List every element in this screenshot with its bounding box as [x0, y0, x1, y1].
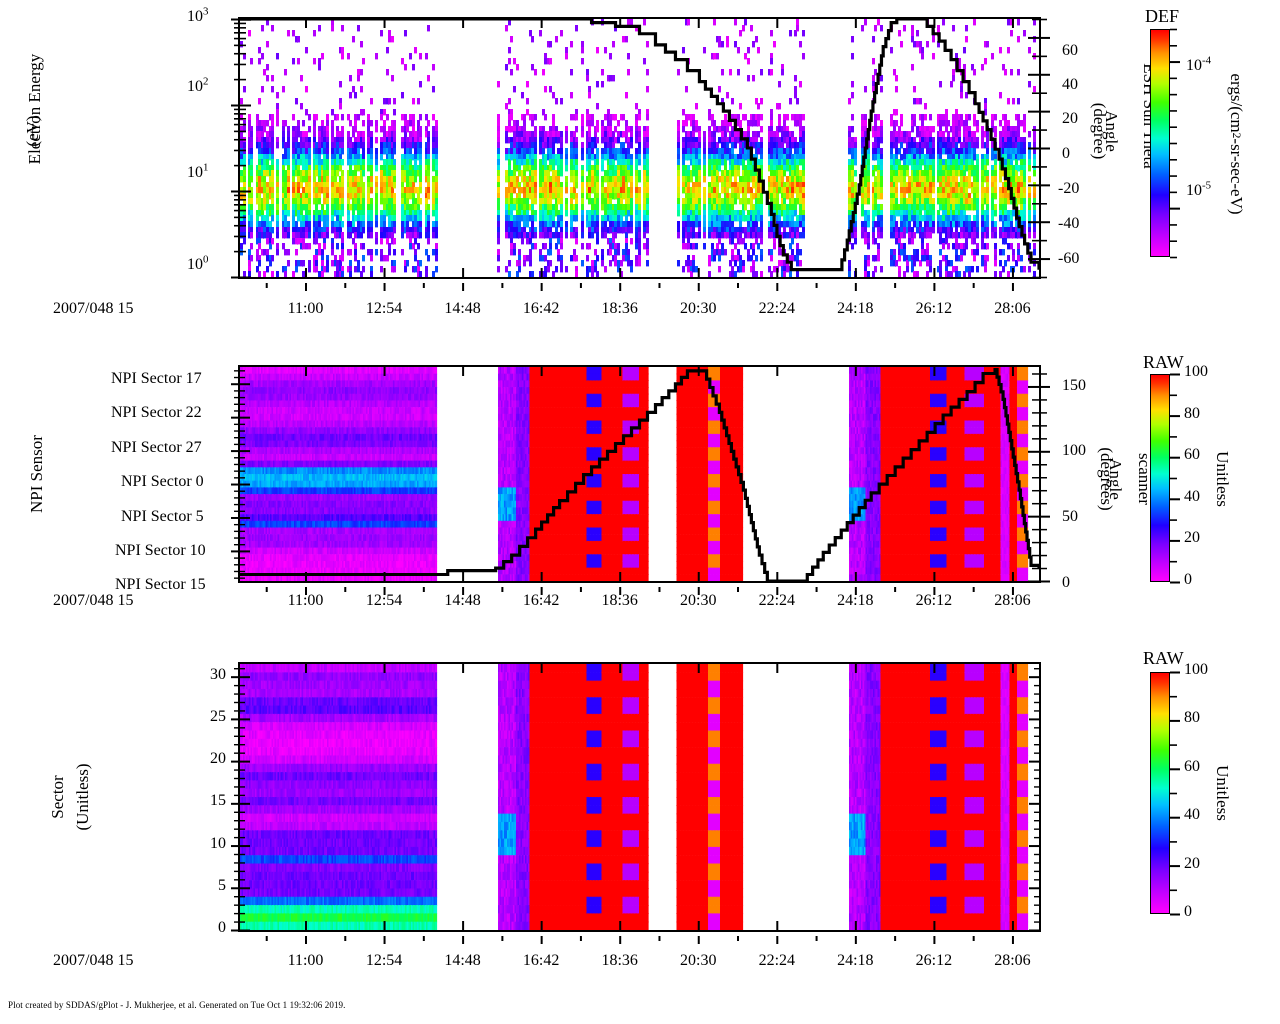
xtick-label: 26:12	[915, 952, 953, 969]
colorbar-tick-label: 0	[1184, 903, 1192, 920]
panel3-plot-frame	[238, 662, 1041, 932]
panel3-ytick-label: 5	[218, 876, 226, 894]
panel1-colorbar-title: DEF	[1145, 6, 1180, 26]
colorbar-tick-label: 20	[1184, 854, 1200, 872]
xtick-label: 11:00	[287, 952, 324, 969]
panel1-plot-frame	[238, 17, 1041, 279]
panel2-ytick-s22: NPI Sector 22	[111, 404, 202, 421]
xtick-label: 11:00	[287, 300, 324, 317]
colorbar-tick-label: 80	[1184, 709, 1200, 727]
xtick-label: 28:06	[994, 300, 1031, 317]
panel1-ytick-100: 102	[187, 75, 209, 95]
panel1-rtick--40: -40	[1058, 215, 1080, 232]
panel3-xtick-labels: 11:00 12:54 14:48 16:42 18:36 20:30 22:24 24:18…	[0, 952, 1280, 974]
panel1-ytick-1: 100	[187, 253, 209, 273]
panel3-colorbar-title: RAW	[1143, 648, 1184, 668]
panel3-ytick-label: 25	[210, 707, 226, 725]
xtick-label: 14:48	[444, 952, 481, 969]
xtick-label: 12:54	[365, 300, 403, 317]
xtick-label: 20:30	[680, 952, 717, 969]
xtick-label: 26:12	[915, 300, 953, 317]
panel2-colorbar-title: RAW	[1143, 352, 1184, 372]
panel2-ytick-s27: NPI Sector 27	[111, 439, 202, 456]
panel1-colorbar-tick-hi: 10-4	[1186, 54, 1212, 74]
xtick-label: 18:36	[601, 592, 638, 609]
panel1-rtick--20: -20	[1058, 180, 1080, 197]
xtick-label: 12:54	[365, 592, 403, 609]
panel1-rtick--60: -60	[1058, 250, 1080, 267]
xtick-label: 16:42	[522, 592, 560, 609]
panel1-xtick-labels: 11:00 12:54 14:48 16:42 18:36 20:30 22:24 24:18…	[0, 300, 1280, 322]
panel2-ytick-s17: NPI Sector 17	[111, 370, 202, 387]
xtick-label: 24:18	[837, 300, 874, 317]
panel2-ytick-s10: NPI Sector 10	[115, 542, 206, 559]
panel2-rtick-100: 100	[1062, 442, 1086, 459]
xtick-label: 14:48	[444, 592, 481, 609]
panel2-rtick-150: 150	[1062, 377, 1086, 394]
panel3-colorbar-unit: Unitless	[1213, 765, 1232, 821]
colorbar-tick-label: 0	[1184, 571, 1192, 588]
panel3-ytick-label: 20	[210, 750, 226, 768]
xtick-label: 28:06	[994, 952, 1031, 969]
colorbar-tick-label: 60	[1184, 757, 1200, 775]
panel2-ylabel: NPI Sensor	[27, 435, 46, 513]
colorbar-tick-label: 40	[1184, 487, 1200, 505]
panel2-rtick-50: 50	[1062, 508, 1078, 525]
xtick-label: 24:18	[837, 592, 874, 609]
xtick-label: 16:42	[522, 952, 560, 969]
colorbar-tick-label: 40	[1184, 806, 1200, 824]
xtick-label: 22:24	[758, 952, 796, 969]
xtick-label: 11:00	[287, 592, 324, 609]
panel1-ylabel: Electron Energy	[0, 54, 115, 165]
panel2-ytick-s5: NPI Sector 5	[121, 508, 204, 525]
panel1-right-axis-title3: ESH Sun Theta	[1079, 63, 1219, 168]
xtick-label: 16:42	[522, 300, 560, 317]
panel1-rtick-40: 40	[1062, 76, 1078, 93]
panel2-plot-frame	[238, 365, 1041, 583]
panel1-ytick-10: 101	[187, 161, 209, 181]
panel3-ytick-label: 15	[210, 792, 226, 810]
panel2-ytick-s0: NPI Sector 0	[121, 473, 204, 490]
colorbar-tick-label: 80	[1184, 404, 1200, 422]
xtick-label: 24:18	[837, 952, 874, 969]
panel1-colorbar-unit: ergs/(cm 2 -sr-sec-eV)	[1227, 73, 1246, 215]
panel1-colorbar-tick-lo: 10-5	[1186, 179, 1212, 199]
xtick-label: 28:06	[994, 592, 1031, 609]
xtick-label: 18:36	[601, 300, 638, 317]
panel2-xtick-labels: 11:00 12:54 14:48 16:42 18:36 20:30 22:24 24:18…	[0, 592, 1280, 614]
colorbar-tick-label: 100	[1184, 363, 1208, 380]
colorbar-tick-label: 100	[1184, 661, 1208, 678]
xtick-label: 20:30	[680, 300, 717, 317]
colorbar-tick-label: 60	[1184, 446, 1200, 464]
panel3-ytick-label: 0	[218, 919, 226, 936]
xtick-label: 26:12	[915, 592, 953, 609]
colorbar-tick-label: 20	[1184, 529, 1200, 547]
panel3-ytick-label: 30	[210, 665, 226, 683]
xtick-label: 14:48	[444, 300, 481, 317]
panel1-rtick-60: 60	[1062, 42, 1078, 59]
xtick-label: 18:36	[601, 952, 638, 969]
xtick-label: 22:24	[758, 300, 796, 317]
panel1-ytick-1000: 103	[187, 5, 209, 25]
panel1-rtick-0: 0	[1062, 145, 1070, 162]
panel3-ytick-label: 10	[210, 834, 226, 852]
panel2-colorbar-unit: Unitless	[1213, 451, 1232, 507]
xtick-label: 22:24	[758, 592, 796, 609]
panel3-ylabel-unit: (Unitless)	[73, 763, 92, 831]
panel1-ylabel-unit: (eV)	[23, 115, 42, 147]
xtick-label: 20:30	[680, 592, 717, 609]
figure-footer: Plot created by SDDAS/gPlot - J. Mukherj…	[8, 1000, 346, 1010]
xtick-label: 12:54	[365, 952, 403, 969]
panel2-rtick-0: 0	[1062, 574, 1070, 591]
